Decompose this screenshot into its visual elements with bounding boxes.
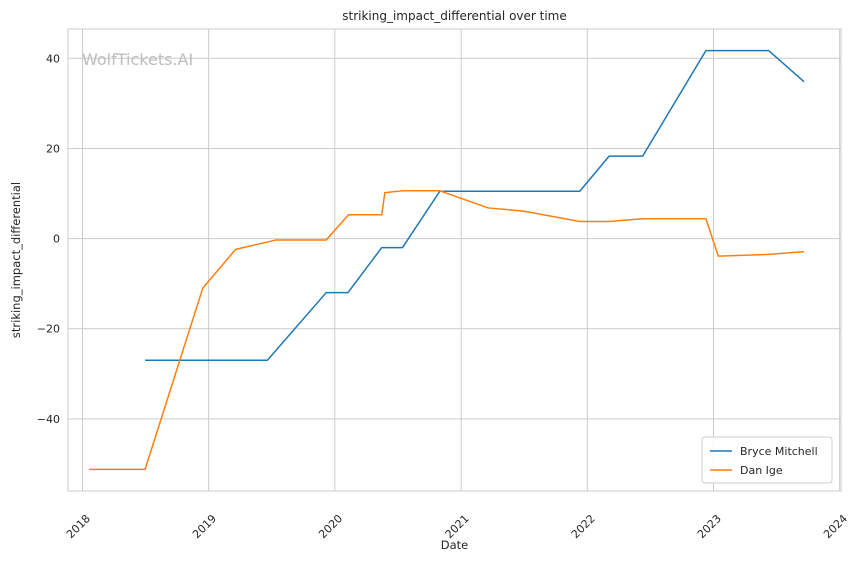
legend-label: Dan Ige (740, 464, 783, 477)
y-axis-title: striking_impact_differential (9, 182, 23, 338)
y-tick-label: −40 (37, 413, 60, 426)
plot-area-frame (67, 28, 842, 492)
grid-lines (68, 29, 841, 491)
y-tick-label: 40 (46, 52, 60, 65)
legend: Bryce Mitchell Dan Ige (701, 436, 833, 484)
y-tick-label: −20 (37, 323, 60, 336)
watermark-text: WolfTickets.AI (82, 50, 193, 69)
y-tick-label: 20 (46, 142, 60, 155)
x-axis-title: Date (441, 538, 469, 552)
legend-label: Bryce Mitchell (740, 445, 818, 458)
series-lines (89, 49, 805, 471)
series-line-dan-ige (89, 190, 805, 471)
legend-box (701, 436, 833, 484)
y-tick-label: 0 (53, 233, 60, 246)
chart-title: striking_impact_differential over time (342, 9, 567, 23)
